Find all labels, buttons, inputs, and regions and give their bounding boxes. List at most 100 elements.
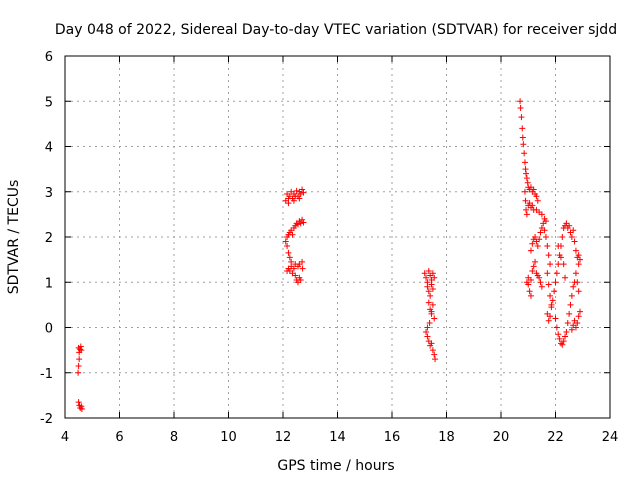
data-point [428,308,435,315]
x-tick-label: 6 [115,430,123,445]
data-point [284,267,291,274]
data-point [429,347,436,354]
data-point [568,326,575,333]
data-point [556,335,563,342]
data-point [530,186,537,193]
data-point [536,274,543,281]
data-point [545,281,552,288]
data-point [547,313,554,320]
data-point [519,125,526,132]
data-point [542,234,549,240]
data-point [429,286,436,293]
x-axis-label: GPS time / hours [277,458,394,474]
data-point [532,258,539,265]
data-point [525,281,532,288]
data-point [429,301,436,308]
data-point [527,276,534,283]
data-point [290,265,297,272]
data-point [75,362,82,369]
data-point [536,236,543,243]
data-point [522,197,529,204]
data-point [428,281,435,288]
data-point [570,227,577,234]
data-point [300,189,307,196]
y-axis-label: SDTVAR / TECUs [6,180,22,295]
x-tick-label: 4 [61,430,69,445]
data-point [424,324,431,331]
data-point [77,343,84,350]
data-point [548,304,555,311]
data-point [424,333,431,340]
data-point [577,308,584,315]
y-tick-label: -2 [40,412,53,427]
data-point [520,141,527,148]
data-point [566,310,573,317]
data-point [524,179,531,186]
data-point [294,221,301,228]
data-point [521,188,528,195]
data-point [296,195,303,202]
data-point [540,220,547,227]
data-point [537,229,544,236]
y-tick-label: 1 [45,276,53,291]
data-point [300,219,307,226]
data-point [431,351,438,358]
data-point [523,211,530,218]
data-point [544,243,551,250]
data-point [538,283,545,290]
data-point [532,234,539,240]
data-point [527,292,534,299]
data-point [289,231,296,238]
y-tick-label: 4 [45,141,53,156]
data-point [523,175,530,182]
data-point [522,166,529,173]
data-point [566,222,573,229]
data-point [563,329,570,336]
data-point [572,324,579,331]
data-point [517,105,524,112]
data-point [297,220,304,227]
data-point [78,347,85,354]
data-points [75,98,584,412]
data-point [285,249,292,256]
data-point [285,200,292,207]
y-tick-label: -1 [40,367,53,382]
data-point [562,274,569,281]
data-point [574,279,581,286]
data-point [423,274,430,281]
y-tick-label: 0 [45,322,53,337]
data-point [424,283,431,290]
data-point [541,227,548,234]
data-point [544,270,551,277]
x-tick-label: 12 [275,430,292,445]
grid [65,56,610,418]
data-point [431,315,438,322]
data-point [562,333,569,340]
data-point [299,258,306,265]
data-point [555,243,562,250]
data-point [76,356,83,363]
data-point [523,170,530,177]
data-point [537,279,544,286]
data-point [78,405,85,412]
data-point [529,202,536,209]
data-point [547,261,554,268]
data-point [568,292,575,299]
data-point [559,341,566,348]
data-point [78,403,85,410]
y-tick-label: 6 [45,50,53,65]
x-tick-label: 22 [547,430,564,445]
x-tick-label: 8 [170,430,178,445]
data-point [552,315,559,322]
data-point [572,270,579,277]
data-point [555,261,562,268]
data-point [533,193,540,200]
data-point [428,340,435,347]
data-point [552,279,559,286]
data-point [547,292,554,299]
data-point [526,288,533,295]
data-point [575,313,582,320]
data-point [568,234,575,240]
data-point [426,319,433,326]
